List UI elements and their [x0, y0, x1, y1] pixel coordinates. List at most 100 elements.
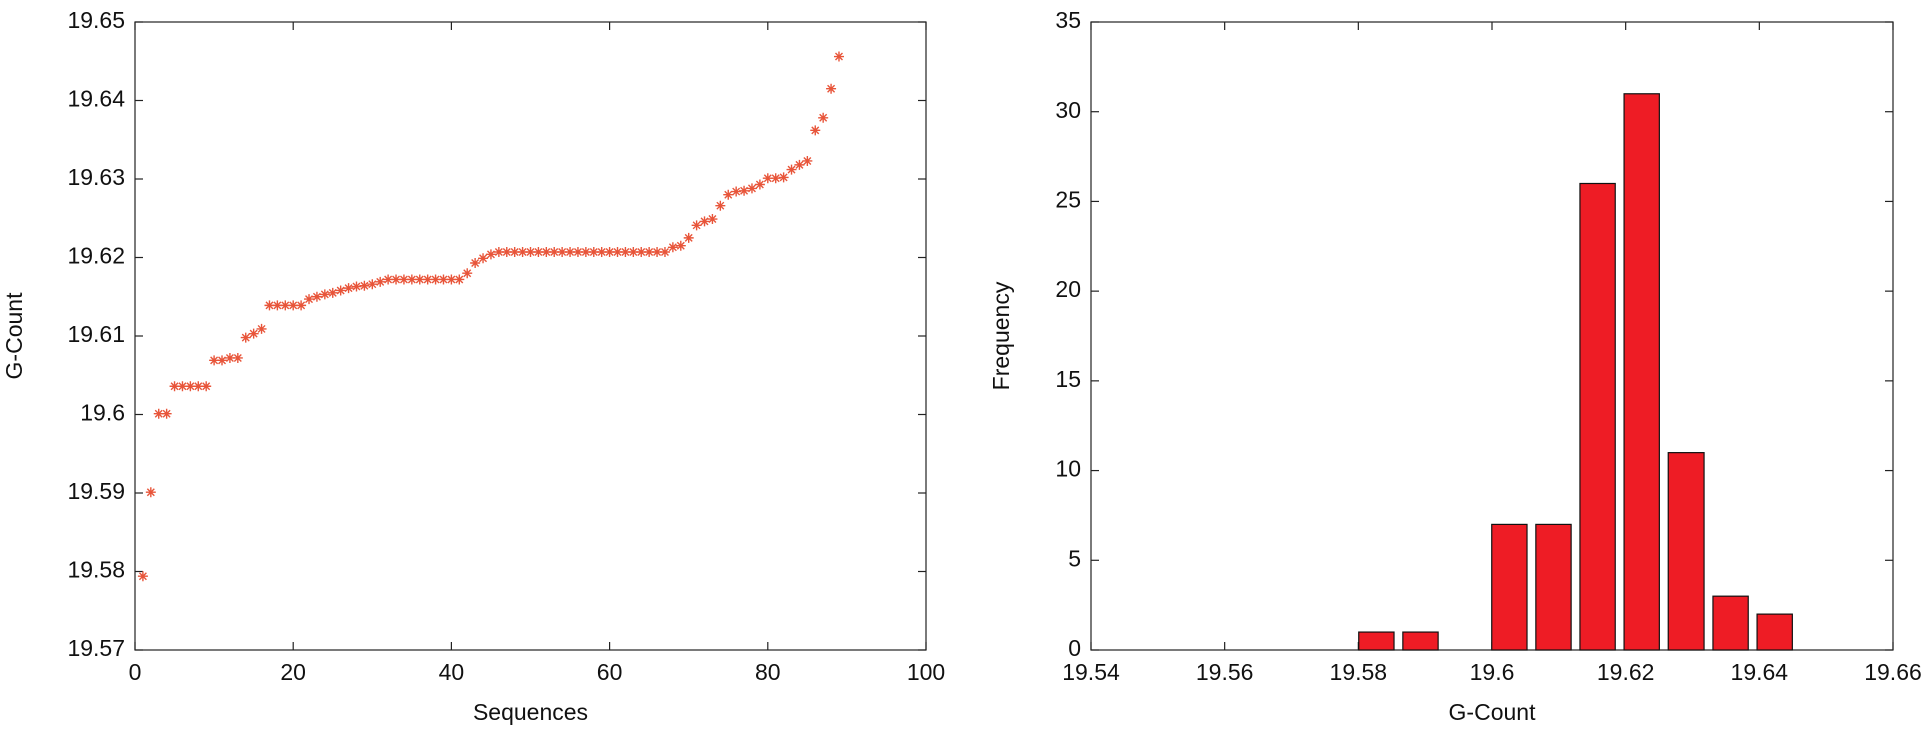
marker: [667, 242, 678, 253]
marker: [327, 287, 338, 298]
marker: [217, 355, 228, 366]
marker: [691, 220, 702, 231]
marker: [549, 247, 560, 258]
y-tick-label: 10: [1055, 456, 1081, 482]
bar: [1712, 595, 1749, 651]
marker: [446, 274, 457, 285]
marker: [367, 279, 378, 290]
marker: [470, 257, 481, 268]
marker: [628, 247, 639, 258]
x-tick-label: 19.6: [1470, 659, 1515, 685]
marker: [731, 186, 742, 197]
marker: [193, 381, 204, 392]
marker: [810, 125, 821, 136]
marker: [770, 173, 781, 184]
marker: [826, 83, 837, 94]
bar: [1535, 523, 1572, 651]
marker: [762, 173, 773, 184]
y-tick-label: 19.65: [67, 7, 125, 33]
marker: [359, 280, 370, 291]
marker: [145, 487, 156, 498]
marker: [644, 247, 655, 258]
marker: [383, 274, 394, 285]
x-tick-label: 0: [129, 659, 142, 685]
marker: [604, 247, 615, 258]
marker: [596, 247, 607, 258]
y-tick-label: 25: [1055, 187, 1081, 213]
bar: [1491, 523, 1528, 651]
x-tick-label: 20: [280, 659, 306, 685]
marker: [177, 381, 188, 392]
x-tick-label: 100: [907, 659, 945, 685]
y-tick-label: 30: [1055, 97, 1081, 123]
marker: [304, 294, 315, 305]
x-tick-label: 60: [597, 659, 623, 685]
marker: [802, 155, 813, 166]
marker: [454, 274, 465, 285]
y-tick-label: 19.63: [67, 164, 125, 190]
marker: [636, 247, 647, 258]
marker: [391, 274, 402, 285]
marker: [137, 571, 148, 582]
x-tick-label: 80: [755, 659, 781, 685]
marker: [833, 51, 844, 62]
marker: [794, 159, 805, 170]
marker: [715, 200, 726, 211]
marker: [224, 352, 235, 363]
marker: [422, 274, 433, 285]
marker: [509, 247, 520, 258]
marker: [525, 247, 536, 258]
marker: [565, 247, 576, 258]
marker: [153, 408, 164, 419]
x-tick-label: 19.66: [1864, 659, 1922, 685]
marker: [533, 247, 544, 258]
marker: [280, 300, 291, 311]
y-tick-label: 19.58: [67, 557, 125, 583]
marker: [169, 381, 180, 392]
y-tick-label: 19.64: [67, 86, 125, 112]
x-tick-label: 19.54: [1062, 659, 1120, 685]
y-tick-label: 15: [1055, 366, 1081, 392]
bar: [1402, 631, 1439, 651]
x-axis-label: G-Count: [1449, 699, 1537, 725]
marker: [351, 281, 362, 292]
y-tick-label: 19.59: [67, 478, 125, 504]
marker: [485, 249, 496, 260]
marker: [319, 289, 330, 300]
marker: [818, 112, 829, 123]
marker: [430, 274, 441, 285]
bar: [1623, 93, 1660, 651]
y-tick-label: 19.62: [67, 243, 125, 269]
bar: [1579, 182, 1616, 651]
y-tick-label: 5: [1068, 545, 1081, 571]
y-axis-label: Frequency: [988, 281, 1014, 390]
marker: [699, 216, 710, 227]
marker: [517, 247, 528, 258]
marker: [248, 328, 259, 339]
marker: [240, 332, 251, 343]
marker: [209, 355, 220, 366]
marker: [620, 247, 631, 258]
marker: [652, 247, 663, 258]
marker: [493, 247, 504, 258]
y-tick-label: 0: [1068, 635, 1081, 661]
marker: [723, 189, 734, 200]
marker: [438, 274, 449, 285]
marker: [754, 179, 765, 190]
marker: [272, 300, 283, 311]
marker: [406, 274, 417, 285]
marker: [588, 247, 599, 258]
marker: [462, 268, 473, 279]
marker: [478, 253, 489, 264]
marker: [541, 247, 552, 258]
marker: [296, 300, 307, 311]
x-tick-label: 19.64: [1731, 659, 1789, 685]
marker: [375, 276, 386, 287]
x-tick-label: 19.62: [1597, 659, 1655, 685]
marker: [161, 408, 172, 419]
marker: [557, 247, 568, 258]
x-tick-label: 19.56: [1196, 659, 1254, 685]
bar: [1358, 631, 1395, 651]
marker: [501, 247, 512, 258]
